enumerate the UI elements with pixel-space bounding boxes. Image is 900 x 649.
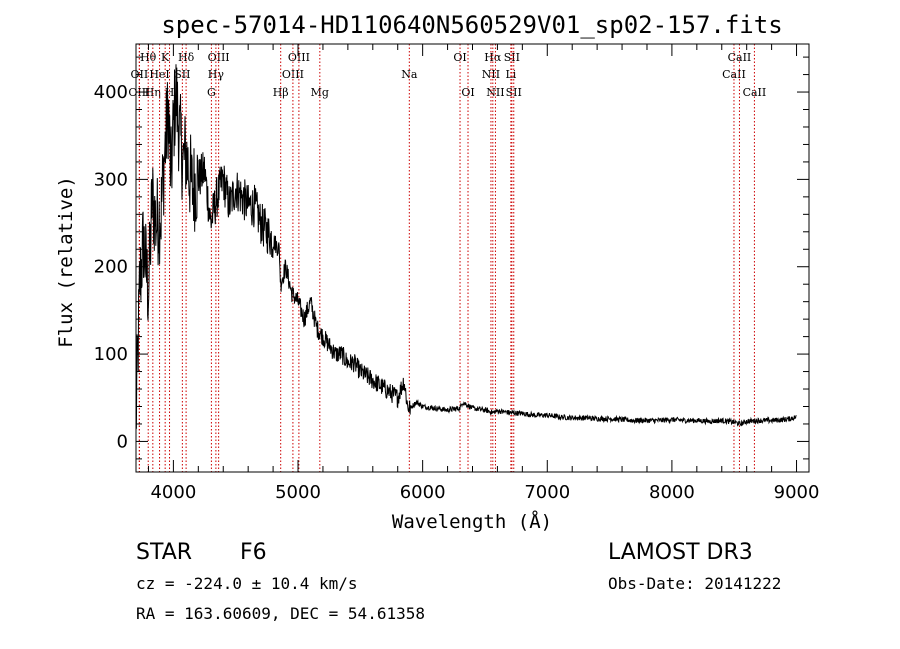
x-axis-label: Wavelength (Å) — [392, 510, 552, 533]
line-label: Na — [401, 68, 418, 81]
y-tick-label: 300 — [94, 169, 128, 190]
x-tick-label: 7000 — [524, 482, 570, 503]
x-axis: 4000 5000 6000 7000 8000 9000 — [147, 44, 820, 503]
x-tick-label: 6000 — [400, 482, 446, 503]
line-label: CaII — [722, 68, 746, 81]
x-tick-label: 8000 — [649, 482, 695, 503]
y-tick-label: 100 — [94, 344, 128, 365]
line-labels: HθOIIOIIIHηKHeIHδSIIHOIIIHγGOIIIOIIIHβMg… — [128, 51, 766, 99]
line-label: NII — [486, 86, 504, 99]
line-label: H — [165, 86, 175, 99]
line-label: OIII — [282, 68, 304, 81]
chart-title: spec-57014-HD110640N560529V01_sp02-157.f… — [161, 11, 782, 39]
line-label: Li — [505, 68, 516, 81]
line-label: Hη — [145, 86, 161, 99]
line-label: CaII — [743, 86, 767, 99]
y-tick-label: 200 — [94, 257, 128, 278]
line-label: OIII — [208, 51, 230, 64]
line-label: HeI — [149, 68, 169, 81]
line-label: SII — [504, 51, 520, 64]
line-label: Hγ — [208, 68, 225, 81]
plot-frame — [135, 43, 810, 473]
line-label: Hδ — [178, 51, 195, 64]
line-label: K — [161, 51, 170, 64]
line-label: G — [207, 86, 216, 99]
line-label: Mg — [311, 86, 329, 99]
spectral-class: F6 — [240, 540, 267, 565]
line-markers — [138, 44, 755, 472]
y-tick-label: 0 — [117, 431, 128, 452]
line-label: Hθ — [140, 51, 157, 64]
survey-name: LAMOST DR3 — [608, 540, 753, 565]
spectrum-line — [135, 64, 797, 429]
observation-date: Obs-Date: 20141222 — [608, 574, 782, 593]
y-axis: 0 100 200 300 400 — [94, 56, 809, 460]
line-label: OI — [461, 86, 474, 99]
y-tick-label: 400 — [94, 82, 128, 103]
line-label: OIII — [288, 51, 310, 64]
x-tick-label: 4000 — [150, 482, 196, 503]
line-label: SII — [506, 86, 522, 99]
line-label: SII — [174, 68, 190, 81]
x-tick-label: 9000 — [774, 482, 820, 503]
object-type: STAR — [136, 540, 193, 565]
y-axis-label: Flux (relative) — [55, 176, 77, 348]
redshift-velocity: cz = -224.0 ± 10.4 km/s — [136, 574, 358, 593]
line-label: OI — [453, 51, 466, 64]
line-label: Hα — [484, 51, 502, 64]
line-label: Hβ — [273, 86, 289, 99]
line-label: CaII — [728, 51, 752, 64]
line-label: NII — [482, 68, 500, 81]
coordinates: RA = 163.60609, DEC = 54.61358 — [136, 604, 425, 623]
x-tick-label: 5000 — [275, 482, 321, 503]
